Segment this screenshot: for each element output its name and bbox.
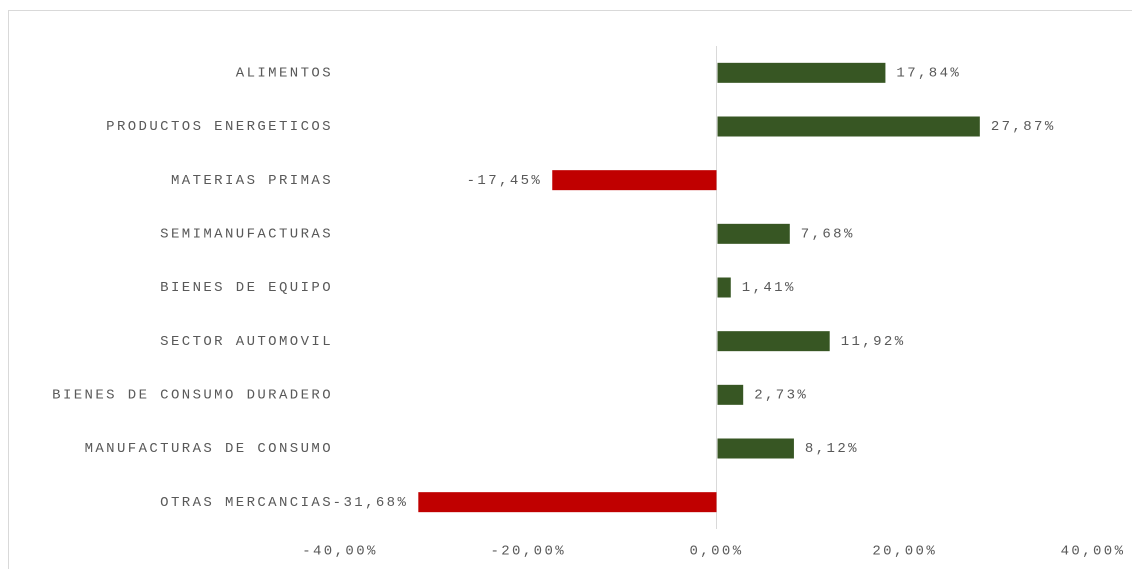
y-tick-label: SECTOR AUTOMOVIL <box>160 334 333 350</box>
x-tick-label: 20,00% <box>872 544 937 560</box>
y-tick-label: ALIMENTOS <box>236 66 333 82</box>
y-tick-label: OTRAS MERCANCIAS <box>160 495 333 511</box>
bar <box>717 384 744 405</box>
x-tick-label: -40,00% <box>302 544 378 560</box>
data-label: 11,92% <box>841 334 906 350</box>
bar <box>717 331 830 352</box>
y-tick-label: MATERIAS PRIMAS <box>171 173 333 189</box>
x-tick-label: -20,00% <box>490 544 566 560</box>
x-tick-label: 40,00% <box>1061 544 1126 560</box>
bar <box>717 438 794 459</box>
bar <box>717 223 790 244</box>
y-tick-label: BIENES DE EQUIPO <box>160 280 333 296</box>
y-tick-label: MANUFACTURAS DE CONSUMO <box>85 441 333 457</box>
data-label: 8,12% <box>805 441 859 457</box>
data-label: 17,84% <box>896 66 961 82</box>
data-label: 27,87% <box>991 119 1056 135</box>
data-label: 1,41% <box>742 280 796 296</box>
bar <box>717 277 731 298</box>
y-tick-label: SEMIMANUFACTURAS <box>160 227 333 243</box>
data-label: 7,68% <box>801 227 855 243</box>
bar <box>552 170 717 191</box>
bar <box>717 116 980 137</box>
chart-frame <box>8 10 1132 569</box>
y-tick-label: BIENES DE CONSUMO DURADERO <box>52 388 333 404</box>
data-label: -31,68% <box>333 495 409 511</box>
data-label: -17,45% <box>467 173 543 189</box>
bar <box>418 492 717 513</box>
x-tick-label: 0,00% <box>689 544 743 560</box>
bar <box>717 62 886 83</box>
data-label: 2,73% <box>754 388 808 404</box>
y-tick-label: PRODUCTOS ENERGETICOS <box>106 119 333 135</box>
